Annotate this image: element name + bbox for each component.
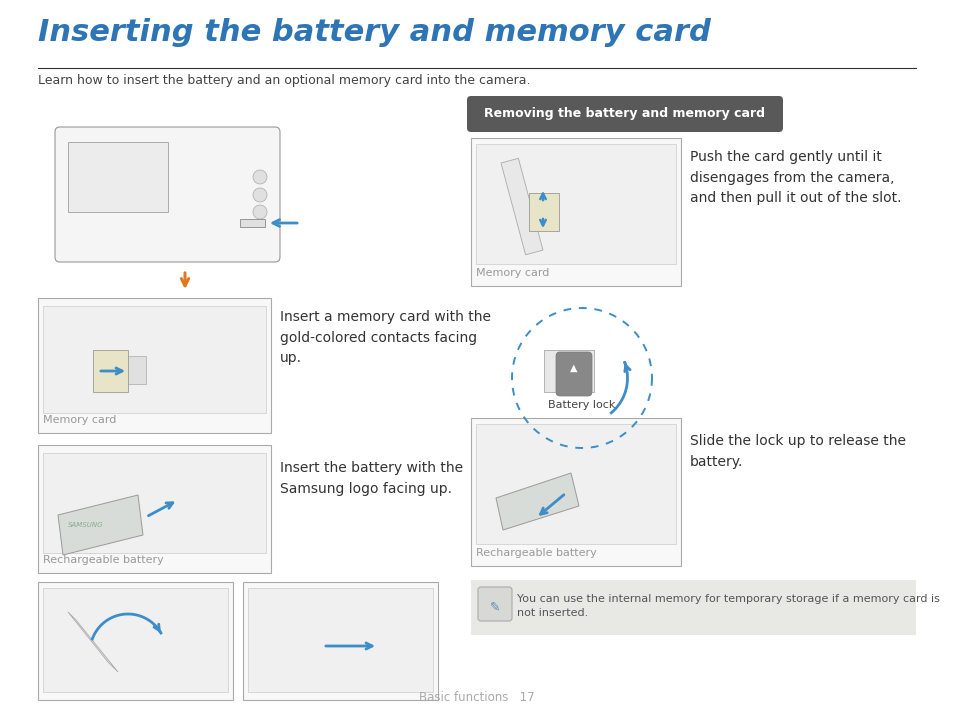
Bar bbox=[126, 356, 146, 384]
Bar bbox=[476, 144, 676, 264]
Text: Rechargeable battery: Rechargeable battery bbox=[476, 548, 597, 558]
Text: Push the card gently until it
disengages from the camera,
and then pull it out o: Push the card gently until it disengages… bbox=[689, 150, 901, 205]
Text: Memory card: Memory card bbox=[43, 415, 116, 425]
Circle shape bbox=[253, 188, 267, 202]
FancyBboxPatch shape bbox=[55, 127, 280, 262]
Text: Insert the battery with the
Samsung logo facing up.: Insert the battery with the Samsung logo… bbox=[280, 461, 462, 495]
Bar bbox=[38, 298, 271, 433]
Bar bbox=[543, 350, 594, 392]
Text: Learn how to insert the battery and an optional memory card into the camera.: Learn how to insert the battery and an o… bbox=[38, 74, 530, 87]
Bar bbox=[529, 193, 558, 231]
Bar bbox=[38, 445, 271, 573]
Bar bbox=[38, 582, 233, 700]
Text: ▲: ▲ bbox=[570, 363, 578, 373]
Text: Insert a memory card with the
gold-colored contacts facing
up.: Insert a memory card with the gold-color… bbox=[280, 310, 491, 365]
Text: Inserting the battery and memory card: Inserting the battery and memory card bbox=[38, 18, 710, 47]
Text: SAMSUNG: SAMSUNG bbox=[69, 522, 104, 528]
FancyBboxPatch shape bbox=[477, 587, 512, 621]
Bar bbox=[471, 138, 680, 286]
Text: Memory card: Memory card bbox=[476, 268, 549, 278]
Bar bbox=[68, 142, 168, 212]
Text: ✎: ✎ bbox=[489, 600, 499, 613]
FancyBboxPatch shape bbox=[467, 96, 782, 132]
Bar bbox=[92, 350, 128, 392]
Bar bbox=[240, 219, 265, 227]
Bar bbox=[471, 580, 915, 635]
Bar bbox=[500, 158, 542, 255]
Text: Removing the battery and memory card: Removing the battery and memory card bbox=[484, 107, 764, 120]
Circle shape bbox=[253, 170, 267, 184]
Polygon shape bbox=[496, 473, 578, 530]
Bar bbox=[43, 306, 266, 413]
Text: Battery lock: Battery lock bbox=[548, 400, 615, 410]
Text: Rechargeable battery: Rechargeable battery bbox=[43, 555, 164, 565]
Polygon shape bbox=[68, 612, 118, 672]
Bar bbox=[43, 588, 228, 692]
Text: You can use the internal memory for temporary storage if a memory card is
not in: You can use the internal memory for temp… bbox=[517, 594, 939, 618]
Text: Basic functions   17: Basic functions 17 bbox=[418, 691, 535, 704]
FancyBboxPatch shape bbox=[556, 352, 592, 396]
Bar bbox=[243, 582, 437, 700]
Polygon shape bbox=[58, 495, 143, 555]
Bar bbox=[248, 588, 433, 692]
Bar bbox=[471, 418, 680, 566]
Circle shape bbox=[253, 205, 267, 219]
Text: Slide the lock up to release the
battery.: Slide the lock up to release the battery… bbox=[689, 434, 905, 469]
Bar bbox=[476, 424, 676, 544]
Bar bbox=[43, 453, 266, 553]
